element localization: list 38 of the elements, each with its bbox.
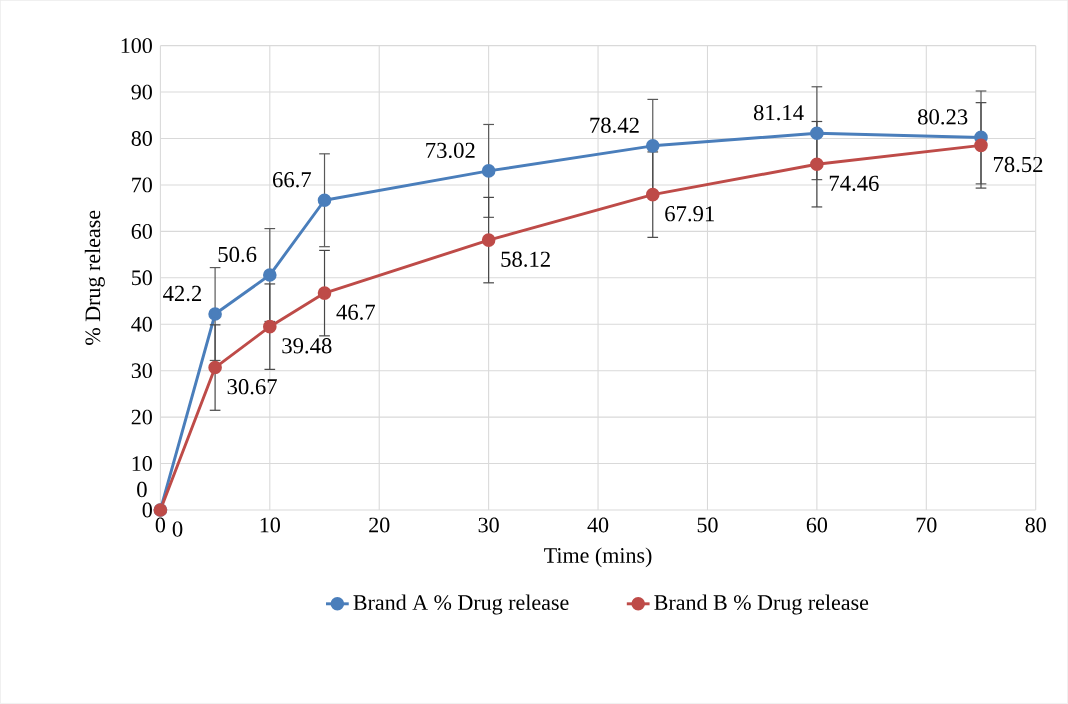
data-label: 46.7 bbox=[336, 304, 376, 321]
legend-label: Brand B % Drug release bbox=[654, 594, 869, 615]
x-axis-title: Time (mins) bbox=[544, 547, 652, 568]
x-tick-label: 30 bbox=[478, 517, 499, 533]
y-axis-title: % Drug release bbox=[84, 210, 105, 346]
y-tick-label: 20 bbox=[131, 409, 152, 425]
x-tick-label: 60 bbox=[806, 517, 828, 533]
data-label: 80.23 bbox=[918, 109, 968, 125]
x-tick-label: 0 bbox=[155, 517, 166, 533]
x-tick-label: 20 bbox=[369, 517, 390, 533]
y-tick-label: 30 bbox=[131, 363, 152, 379]
data-label: 58.12 bbox=[501, 251, 550, 268]
data-label: 66.7 bbox=[272, 172, 312, 188]
y-tick-label: 100 bbox=[121, 38, 152, 54]
data-label: 73.02 bbox=[426, 142, 475, 159]
legend-label: Brand A % Drug release bbox=[353, 594, 569, 615]
y-tick-label: 0 bbox=[142, 502, 152, 518]
y-tick-label: 90 bbox=[131, 84, 152, 100]
data-label: 39.48 bbox=[282, 338, 332, 354]
data-label: 50.6 bbox=[218, 246, 257, 263]
data-label: 30.67 bbox=[227, 379, 277, 395]
y-tick-label: 50 bbox=[132, 270, 152, 286]
y-tick-label: 10 bbox=[132, 456, 152, 472]
x-tick-label: 40 bbox=[587, 517, 609, 533]
y-tick-label: 60 bbox=[131, 224, 152, 239]
x-tick-label: 80 bbox=[1025, 517, 1046, 533]
y-tick-label: 70 bbox=[132, 177, 152, 193]
data-label: 67.91 bbox=[665, 206, 714, 222]
data-label: 74.46 bbox=[829, 175, 879, 192]
y-tick-label: 80 bbox=[131, 131, 152, 147]
data-label: 78.42 bbox=[590, 117, 639, 134]
data-label: 78.52 bbox=[993, 156, 1043, 173]
x-tick-label: 10 bbox=[260, 517, 280, 533]
x-tick-label: 50 bbox=[697, 517, 718, 533]
data-label: 81.14 bbox=[753, 105, 804, 121]
y-tick-label: 40 bbox=[131, 316, 152, 332]
data-label: 42.2 bbox=[163, 286, 202, 302]
x-tick-label: 70 bbox=[916, 517, 937, 533]
